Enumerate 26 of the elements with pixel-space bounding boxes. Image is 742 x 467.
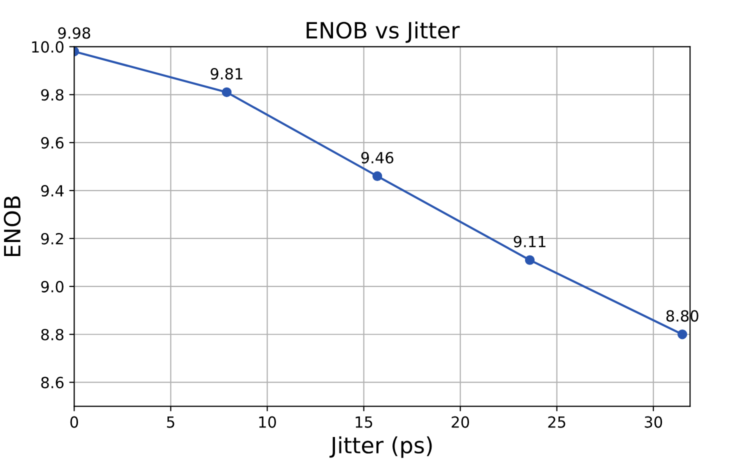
y-tick-label: 10.0 <box>32 41 64 53</box>
data-label: 9.98 <box>58 27 90 39</box>
y-tick-label: 9.4 <box>41 185 64 197</box>
y-tick-label: 8.8 <box>41 328 64 340</box>
y-tick-label: 9.8 <box>41 89 64 101</box>
x-tick-label: 15 <box>356 416 372 428</box>
y-axis-title: ENOB <box>4 196 21 256</box>
y-tick-label: 9.2 <box>41 232 63 245</box>
x-tick-label: 5 <box>167 416 174 428</box>
point <box>677 330 688 340</box>
x-tick-label: 10 <box>259 416 276 428</box>
point <box>524 255 535 265</box>
x-tick-label: 25 <box>548 416 566 428</box>
chart-title: ENOB vs Jitter <box>306 21 460 43</box>
point <box>372 171 382 182</box>
x-tick-label: 0 <box>70 416 78 428</box>
point <box>222 87 232 98</box>
y-tick-label: 9.0 <box>41 280 64 292</box>
y-tick-label: 8.6 <box>41 376 64 388</box>
data-label: 9.11 <box>514 236 546 248</box>
data-label: 9.46 <box>361 152 394 164</box>
x-tick-label: 30 <box>644 416 662 428</box>
x-axis-title: Jitter (ps) <box>329 436 432 458</box>
data-label: 9.81 <box>210 68 242 80</box>
y-tick-label: 9.6 <box>41 137 64 149</box>
x-tick-label: 20 <box>452 416 470 428</box>
